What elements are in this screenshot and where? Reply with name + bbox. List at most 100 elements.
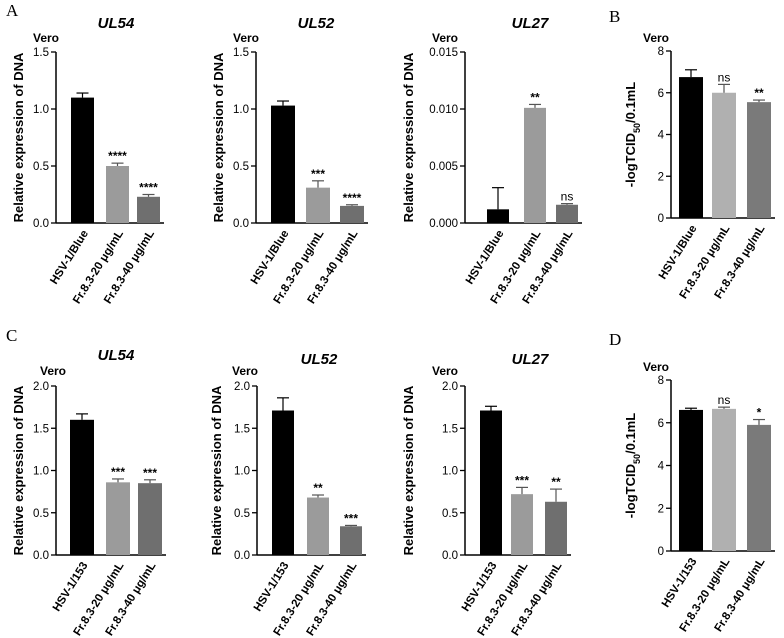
y-axis-label: Relative expression of DNA bbox=[11, 52, 26, 222]
y-tick-label: 8 bbox=[658, 46, 664, 58]
significance-label: ** bbox=[551, 475, 561, 489]
y-tick-label: 0.0 bbox=[233, 218, 249, 230]
y-tick-label: 6 bbox=[658, 418, 664, 430]
panel-letter-b: B bbox=[609, 7, 620, 26]
y-tick-label: 1.5 bbox=[33, 423, 49, 435]
bar-3 bbox=[138, 483, 162, 555]
bar-2 bbox=[712, 408, 736, 551]
y-tick-label: 1.5 bbox=[33, 47, 49, 59]
significance-label: *** bbox=[143, 466, 157, 480]
y-tick-label: 1.5 bbox=[442, 423, 458, 435]
significance-label: *** bbox=[311, 167, 325, 181]
chart-a-ul27: UL27 Vero Relative expression of DNA 0.000 0… bbox=[401, 15, 582, 306]
y-axis-label-main: -logTCID bbox=[623, 133, 638, 187]
cell-line-label: Vero bbox=[432, 31, 458, 45]
cell-line-label: Vero bbox=[232, 364, 258, 378]
significance-label: ns bbox=[718, 70, 731, 84]
y-tick-label: 0.5 bbox=[442, 508, 458, 520]
y-tick-label: 0.0 bbox=[33, 550, 49, 562]
bar-3 bbox=[556, 204, 578, 223]
y-tick-label: 0.5 bbox=[234, 508, 250, 520]
chart-a-ul54: UL54 Vero Relative expression of DNA 0.0 0.5… bbox=[11, 15, 164, 306]
bar-2 bbox=[106, 482, 130, 555]
y-tick-label: 0.015 bbox=[429, 47, 458, 59]
x-category-label: HSV-1/Blue bbox=[464, 228, 507, 286]
y-tick-label: 0.010 bbox=[429, 104, 458, 116]
y-axis-label: Relative expression of DNA bbox=[401, 52, 416, 222]
bar-1 bbox=[679, 77, 703, 218]
significance-label: ** bbox=[313, 481, 323, 495]
y-tick-label: 0.0 bbox=[234, 550, 250, 562]
bar-3 bbox=[137, 196, 160, 223]
bar-1 bbox=[480, 410, 502, 555]
significance-label: ** bbox=[530, 90, 540, 104]
bar-1 bbox=[271, 105, 295, 223]
cell-line-label: Vero bbox=[643, 360, 669, 374]
y-tick-label: 6 bbox=[658, 88, 664, 100]
y-tick-label: 0.005 bbox=[429, 161, 458, 173]
chart-title: UL52 bbox=[298, 15, 335, 32]
y-tick-label: 0.5 bbox=[233, 161, 249, 173]
chart-c-ul54: UL54 Vero Relative expression of DNA 0.0 0.5… bbox=[11, 347, 166, 638]
bar-1 bbox=[487, 209, 509, 223]
y-axis-label-tail: /0.1mL bbox=[623, 413, 638, 454]
y-tick-label: 2.0 bbox=[33, 381, 49, 393]
bar-3 bbox=[545, 501, 567, 555]
significance-label: **** bbox=[343, 191, 362, 205]
y-tick-label: 0.0 bbox=[442, 550, 458, 562]
y-tick-label: 1.0 bbox=[33, 104, 49, 116]
y-tick-label: 1.0 bbox=[33, 466, 49, 478]
x-category-label: HSV-1/153 bbox=[252, 560, 292, 614]
y-tick-label: 2 bbox=[658, 503, 664, 515]
y-axis-label: -logTCID50/0.1mL bbox=[623, 82, 642, 187]
significance-label: ns bbox=[561, 190, 574, 204]
bar-3 bbox=[747, 424, 771, 551]
y-axis-label: -logTCID50/0.1mL bbox=[623, 413, 642, 518]
bar-2 bbox=[106, 166, 129, 223]
y-axis-label: Relative expression of DNA bbox=[11, 385, 26, 555]
y-axis-label: Relative expression of DNA bbox=[401, 385, 416, 555]
chart-title: UL54 bbox=[98, 15, 135, 32]
bar-1 bbox=[70, 419, 94, 555]
y-axis-label-subscript: 50 bbox=[632, 454, 642, 464]
bar-2 bbox=[712, 92, 736, 218]
panel-letter-d: D bbox=[609, 330, 621, 349]
cell-line-label: Vero bbox=[40, 364, 66, 378]
chart-a-ul52: UL52 Vero Relative expression of DNA 0.0 0.5… bbox=[211, 15, 368, 306]
significance-label: *** bbox=[344, 511, 358, 525]
y-tick-label: 0.5 bbox=[33, 161, 49, 173]
bar-2 bbox=[524, 107, 546, 223]
bar-3 bbox=[747, 102, 771, 218]
y-axis-label: Relative expression of DNA bbox=[209, 385, 224, 555]
y-tick-label: 4 bbox=[658, 130, 665, 142]
y-tick-label: 0 bbox=[658, 546, 664, 558]
y-axis-label-subscript: 50 bbox=[632, 123, 642, 133]
cell-line-label: Vero bbox=[432, 364, 458, 378]
y-tick-label: 1.0 bbox=[442, 466, 458, 478]
y-tick-label: 2.0 bbox=[442, 381, 458, 393]
significance-label: ns bbox=[718, 393, 731, 407]
chart-b: Vero-logTCID50/0.1mL02468HSV-1/BluensFr.… bbox=[623, 31, 775, 301]
y-tick-label: 1.0 bbox=[233, 104, 249, 116]
bar-1 bbox=[71, 97, 94, 223]
bar-2 bbox=[511, 494, 533, 555]
y-tick-label: 4 bbox=[658, 461, 665, 473]
chart-title: UL54 bbox=[98, 347, 135, 364]
chart-c-ul52: UL52 Vero Relative expression of DNA 0.0 0.5… bbox=[209, 351, 366, 638]
bar-3 bbox=[340, 526, 362, 555]
chart-title: UL27 bbox=[512, 15, 549, 32]
y-tick-label: 0 bbox=[658, 213, 664, 225]
x-category-label: HSV-1/153 bbox=[51, 560, 91, 614]
significance-label: *** bbox=[111, 465, 125, 479]
y-axis-label: Relative expression of DNA bbox=[211, 52, 226, 222]
significance-label: *** bbox=[515, 473, 529, 487]
chart-c-ul27: UL27 Vero Relative expression of DNA 0.0 0.5… bbox=[401, 351, 571, 638]
significance-label: **** bbox=[139, 181, 158, 195]
cell-line-label: Vero bbox=[643, 31, 669, 45]
bar-1 bbox=[679, 409, 703, 551]
y-tick-label: 8 bbox=[658, 375, 664, 387]
bar-3 bbox=[340, 205, 364, 223]
y-tick-label: 0.5 bbox=[33, 508, 49, 520]
cell-line-label: Vero bbox=[33, 31, 59, 45]
